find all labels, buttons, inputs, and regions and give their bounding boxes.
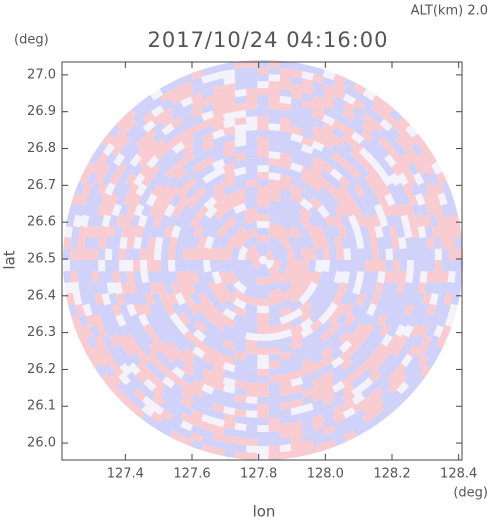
y-tick-label: 26.8 <box>27 141 56 156</box>
y-tick-label: 26.4 <box>27 288 56 303</box>
altitude-label: ALT(km) 2.0 <box>411 4 488 19</box>
y-tick-label: 26.1 <box>27 399 56 414</box>
x-tick-label: 128.0 <box>307 467 344 482</box>
chart-title: 2017/10/24 04:16:00 <box>147 28 388 52</box>
y-tick-label: 26.6 <box>27 215 56 230</box>
y-tick-label: 26.2 <box>27 362 56 377</box>
echo-positive <box>63 60 464 460</box>
echo-negative <box>62 60 464 458</box>
x-axis-label: lon <box>253 503 276 521</box>
y-tick-label: 26.3 <box>27 325 56 340</box>
x-tick-label: 128.4 <box>440 467 477 482</box>
x-tick-label: 127.6 <box>173 467 210 482</box>
y-tick-label: 26.5 <box>27 251 56 266</box>
y-unit: (deg) <box>14 33 49 48</box>
y-tick-label: 26.7 <box>27 178 56 193</box>
x-tick-label: 127.8 <box>240 467 277 482</box>
y-tick-label: 26.9 <box>27 104 56 119</box>
y-tick-label: 27.0 <box>27 67 56 82</box>
x-tick-label: 128.2 <box>373 467 410 482</box>
y-axis-label: lat <box>1 250 19 269</box>
x-tick-label: 127.4 <box>107 467 144 482</box>
echo-texture <box>62 60 464 460</box>
y-tick-label: 26.0 <box>27 436 56 451</box>
x-unit: (deg) <box>453 486 488 501</box>
plot-frame <box>61 61 463 461</box>
